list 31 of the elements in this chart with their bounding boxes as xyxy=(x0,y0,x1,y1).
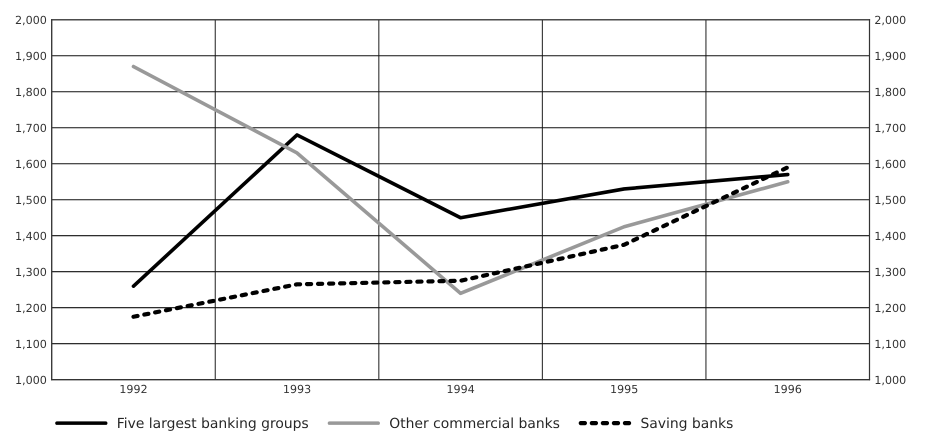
y2-tick-label: 1,700 xyxy=(876,124,906,134)
y-tick-label: 1,100 xyxy=(16,340,46,350)
legend-label: Other commercial banks xyxy=(390,417,560,428)
y-tick-label: 1,900 xyxy=(16,52,46,62)
y2-tick-label: 1,400 xyxy=(876,232,906,242)
y2-tick-label: 1,100 xyxy=(876,340,906,350)
y-tick-label: 1,800 xyxy=(16,88,46,98)
y2-tick-label: 1,200 xyxy=(876,304,906,314)
x-tick-label: 1993 xyxy=(284,384,310,394)
y-tick-label: 2,000 xyxy=(16,16,46,26)
y2-tick-label: 1,500 xyxy=(876,196,906,206)
y2-tick-label: 1,600 xyxy=(876,160,906,170)
y2-tick-label: 2,000 xyxy=(875,16,906,26)
y2-tick-label: 1,900 xyxy=(876,52,906,62)
y-tick-label: 1,200 xyxy=(16,304,46,314)
y-tick-label: 1,700 xyxy=(16,124,46,134)
y-tick-label: 1,400 xyxy=(16,232,46,242)
y2-tick-label: 1,300 xyxy=(876,268,906,278)
x-tick-label: 1992 xyxy=(120,384,147,394)
y-tick-label: 1,300 xyxy=(16,268,46,278)
legend-label: Saving banks xyxy=(641,417,733,431)
x-tick-label: 1994 xyxy=(448,384,474,394)
y-tick-label: 1,500 xyxy=(16,196,46,206)
line-series xyxy=(132,64,790,296)
x-tick-label: 1995 xyxy=(611,384,638,394)
y-tick-label: 1,000 xyxy=(16,376,46,386)
legend-label: Five largest banking groups xyxy=(118,417,308,431)
y-tick-label: 1,600 xyxy=(16,160,46,170)
y2-tick-label: 1,800 xyxy=(876,88,906,98)
x-tick-label: 1996 xyxy=(774,384,802,394)
y2-tick-label: 1,000 xyxy=(876,376,906,386)
